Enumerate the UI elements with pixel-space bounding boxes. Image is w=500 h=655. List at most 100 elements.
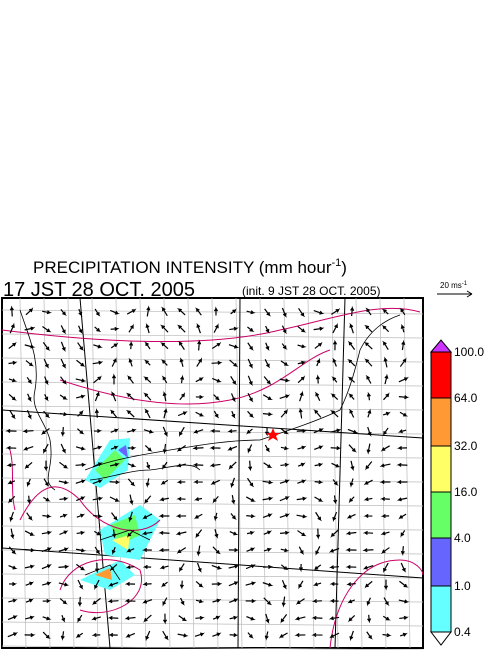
- wind-arrow: [247, 632, 254, 639]
- wind-arrow: [311, 599, 322, 604]
- wind-arrow: [281, 343, 288, 350]
- wind-arrow: [230, 477, 236, 489]
- colorbar-bin: [430, 491, 452, 539]
- wind-arrow: [229, 359, 239, 367]
- wind-arrow: [158, 513, 170, 519]
- grid-line: [1, 405, 424, 411]
- wind-arrow: [381, 325, 390, 333]
- wind-arrow: [177, 633, 189, 638]
- wind-arrow: [9, 511, 14, 523]
- grid-line: [139, 297, 147, 649]
- wind-arrow: [146, 461, 151, 470]
- wind-arrow: [294, 632, 306, 638]
- wind-arrow: [265, 342, 270, 352]
- wind-arrow: [212, 546, 221, 555]
- wind-arrow: [384, 373, 389, 385]
- wind-arrow: [362, 548, 374, 553]
- wind-arrow: [162, 443, 167, 455]
- wind-arrow: [262, 412, 274, 417]
- wind-arrow: [176, 463, 186, 468]
- wind-arrow: [177, 410, 188, 417]
- wind-arrow: [94, 308, 101, 317]
- grid-line: [19, 297, 27, 649]
- wind-arrow: [125, 392, 135, 401]
- wind-arrow: [313, 427, 324, 434]
- wind-arrow: [92, 496, 104, 501]
- wind-arrow: [212, 615, 221, 620]
- contour: [9, 449, 16, 511]
- title: PRECIPITATION INTENSITY (mm hour-1): [33, 257, 347, 277]
- map: [1, 297, 424, 651]
- wind-arrow: [247, 392, 254, 403]
- wind-arrow: [126, 308, 137, 315]
- wind-arrow: [396, 497, 408, 502]
- wind-arrow: [280, 428, 290, 435]
- wind-arrow: [42, 310, 53, 315]
- wind-arrow: [75, 462, 87, 467]
- wind-arrow: [380, 531, 390, 536]
- wind-arrow: [75, 446, 87, 451]
- grid-line: [379, 297, 387, 649]
- wind-arrow: [247, 358, 254, 369]
- grid-line: [1, 549, 424, 555]
- wind-arrow: [364, 324, 373, 333]
- wind-arrow: [176, 496, 186, 501]
- wind-arrow: [247, 375, 253, 386]
- wind-arrow: [8, 341, 17, 349]
- wind-arrow: [5, 445, 17, 450]
- grid-line: [1, 453, 424, 459]
- coast: [84, 529, 151, 581]
- wind-arrow: [213, 410, 220, 419]
- wind-arrow: [43, 358, 50, 369]
- wind-arrow: [141, 531, 153, 536]
- wind-arrow: [281, 307, 287, 318]
- wind-arrow: [111, 546, 116, 556]
- wind-arrow: [143, 429, 155, 434]
- wind-arrow: [298, 546, 305, 555]
- wind-arrow: [176, 324, 186, 333]
- wind-arrow: [58, 547, 69, 552]
- wind-arrow: [363, 497, 373, 502]
- wind-arrow: [144, 341, 151, 350]
- wind-arrow: [210, 479, 221, 486]
- wind-arrow: [5, 428, 17, 433]
- wind-arrow: [110, 462, 120, 467]
- lat-line: [1, 409, 424, 439]
- scale-text: 20 ms: [440, 281, 462, 290]
- wind-arrow: [194, 307, 202, 316]
- wind-arrow: [399, 615, 409, 620]
- wind-arrow: [92, 597, 101, 606]
- wind-arrow: [160, 359, 168, 366]
- wind-arrow: [59, 598, 68, 605]
- wind-arrow: [363, 341, 373, 350]
- wind-arrow: [59, 513, 68, 518]
- wind-arrow: [109, 480, 121, 485]
- wind-arrow: [144, 408, 151, 419]
- wind-arrow: [8, 598, 18, 603]
- wind-arrow: [383, 597, 390, 607]
- wind-arrow: [124, 581, 136, 586]
- wind-arrow: [333, 495, 338, 505]
- wind-arrow: [142, 599, 153, 604]
- wind-arrow: [330, 529, 339, 538]
- grid-line: [355, 297, 363, 649]
- wind-arrow: [297, 344, 307, 349]
- precip-area: [95, 568, 112, 580]
- coast: [89, 464, 201, 481]
- wind-arrow: [263, 597, 273, 606]
- wind-arrow: [8, 546, 17, 555]
- wind-arrow: [41, 530, 53, 535]
- wind-arrow: [163, 407, 168, 419]
- colorbar-label: 100.0: [454, 345, 484, 359]
- wind-arrow: [296, 496, 308, 501]
- wind-arrow: [382, 411, 391, 416]
- wind-arrow: [60, 443, 67, 454]
- wind-arrow: [76, 513, 86, 518]
- star-marker: [266, 428, 280, 441]
- wind-arrow: [125, 565, 135, 570]
- wind-arrow: [110, 391, 117, 402]
- wind-arrow: [299, 390, 304, 402]
- wind-arrow: [162, 613, 168, 625]
- wind-arrow: [41, 428, 50, 436]
